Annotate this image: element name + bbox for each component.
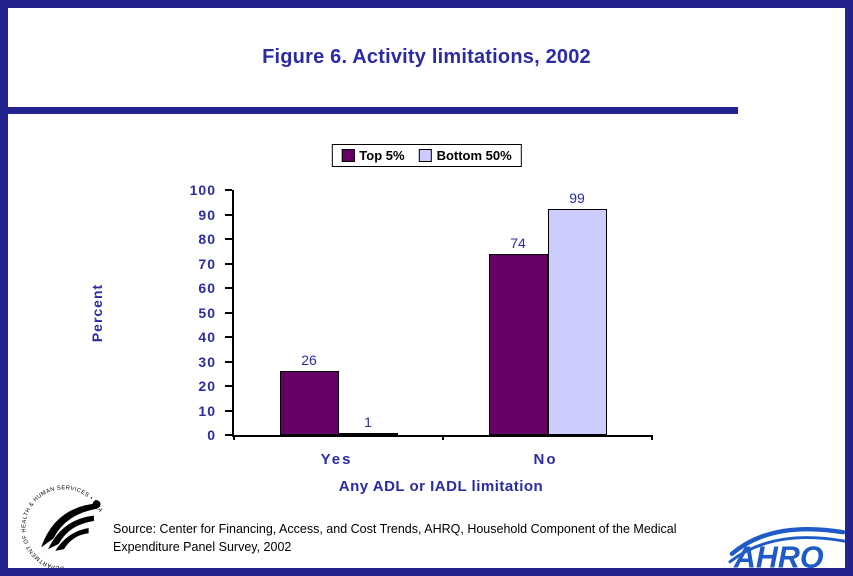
- svg-text:DEPARTMENT OF HEALTH & HUMAN S: DEPARTMENT OF HEALTH & HUMAN SERVICES • …: [21, 485, 103, 571]
- y-tick-label: 50: [198, 304, 216, 321]
- x-tick-mark: [233, 435, 235, 440]
- y-axis: 0 10 20 30 40 50 60 70 80 90 100: [158, 182, 232, 443]
- x-tick-mark: [442, 435, 444, 440]
- bar-top-5-no: [488, 253, 548, 435]
- source-note: Source: Center for Financing, Access, an…: [113, 521, 738, 556]
- bar-top-5-yes: [279, 371, 339, 435]
- bar-value-label: 99: [569, 190, 585, 206]
- bar-group-no: 74 99: [488, 190, 607, 435]
- bar-value-label: 26: [301, 352, 317, 369]
- bar-value-label: 1: [364, 413, 372, 430]
- bar-bottom-50-yes: [338, 432, 398, 435]
- y-tick-label: 100: [189, 182, 216, 198]
- source-line-1: Source: Center for Financing, Access, an…: [113, 522, 677, 536]
- y-tick-label: 40: [198, 329, 216, 345]
- y-tick-mark: [225, 311, 232, 314]
- x-category-labels: Yes No: [232, 451, 650, 471]
- y-tick-label: 30: [198, 353, 216, 370]
- y-tick-mark: [225, 336, 232, 338]
- x-category-label-yes: Yes: [320, 451, 353, 468]
- legend-item-bottom-50: Bottom 50%: [418, 148, 512, 163]
- ahrq-logo-text: AHRQ: [733, 541, 824, 572]
- legend: Top 5% Bottom 50%: [331, 144, 522, 167]
- bar-bottom-50-no: [547, 209, 607, 435]
- plot-area: 26 1 74 99: [232, 190, 653, 440]
- y-tick-mark: [225, 213, 232, 216]
- bar-unit: 74: [488, 190, 548, 435]
- figure-title: Figure 6. Activity limitations, 2002: [262, 46, 591, 68]
- y-tick-mark: [225, 385, 232, 387]
- y-tick-mark: [225, 360, 232, 363]
- x-tick-mark: [651, 435, 653, 440]
- legend-swatch-bottom-50: [418, 149, 432, 162]
- y-tick-mark: [225, 189, 232, 191]
- legend-item-top-5: Top 5%: [341, 148, 405, 163]
- bar-unit: 26: [279, 190, 339, 435]
- title-divider-bar: [8, 107, 738, 114]
- y-axis-title: Percent: [89, 283, 106, 342]
- bar-unit: 1: [338, 190, 398, 435]
- bar-value-label: 74: [510, 234, 526, 251]
- legend-label-top-5: Top 5%: [359, 148, 405, 163]
- legend-label-bottom-50: Bottom 50%: [436, 148, 512, 163]
- y-tick-label: 10: [198, 402, 216, 419]
- bar-group-yes: 26 1: [279, 190, 398, 435]
- source-line-2: Expenditure Panel Survey, 2002: [113, 539, 292, 554]
- hhs-seal-text: DEPARTMENT OF HEALTH & HUMAN SERVICES • …: [21, 485, 103, 568]
- x-axis-title: Any ADL or IADL limitation: [338, 478, 544, 495]
- x-category-label-no: No: [533, 451, 558, 468]
- y-axis-title-wrap: Percent: [86, 190, 108, 435]
- y-tick-mark: [225, 238, 232, 240]
- legend-swatch-top-5: [341, 149, 355, 162]
- bar-unit: 99: [547, 190, 607, 435]
- y-tick-label: 70: [198, 255, 216, 272]
- y-tick-mark: [225, 262, 232, 265]
- y-tick-label: 0: [207, 427, 216, 443]
- hhs-eagle-icon: [41, 500, 101, 551]
- y-tick-mark: [225, 287, 232, 289]
- ahrq-logo: AHRQ: [728, 526, 845, 572]
- ahrq-swoosh-icon: [728, 526, 845, 564]
- y-tick-label: 60: [198, 280, 216, 296]
- hhs-logo: DEPARTMENT OF HEALTH & HUMAN SERVICES • …: [21, 485, 103, 571]
- y-tick-label: 80: [198, 231, 216, 247]
- y-tick-mark: [225, 434, 232, 436]
- y-tick-label: 90: [198, 206, 216, 223]
- y-tick-label: 20: [198, 378, 216, 394]
- y-tick-mark: [225, 409, 232, 412]
